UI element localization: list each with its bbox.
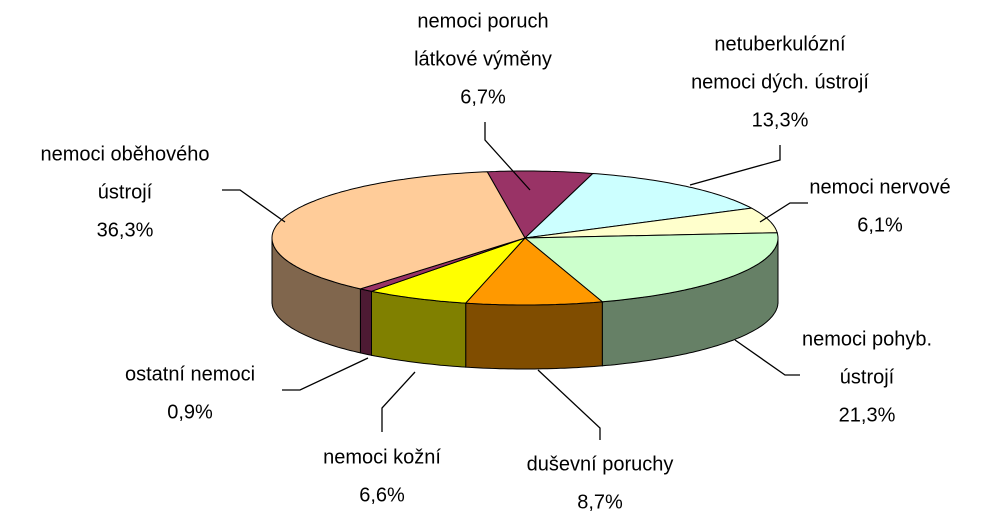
- leader-line: [484, 122, 531, 191]
- slice-label: duševní poruchy: [527, 453, 674, 475]
- leader-line: [381, 371, 416, 432]
- slice-label: nemoci dých. ústrojí: [691, 71, 869, 93]
- value-label: 21,3%: [839, 404, 896, 426]
- slice-label: nemoci pohyb.: [802, 328, 932, 350]
- value-label: 8,7%: [577, 491, 623, 511]
- leader-line: [689, 145, 781, 186]
- pie-side: [465, 301, 603, 370]
- pie-slice: [369, 237, 526, 304]
- leader-line: [734, 339, 800, 376]
- value-label: 13,3%: [752, 109, 809, 131]
- pie-slice: [486, 170, 594, 239]
- slice-label: netuberkulózní: [714, 33, 846, 55]
- slice-label: ústrojí: [98, 181, 153, 203]
- slice-label: ostatní nemoci: [125, 363, 255, 385]
- pie-slice: [523, 232, 779, 303]
- slice-label: látkové výměny: [414, 48, 552, 70]
- leader-line: [222, 189, 286, 223]
- pie-slice: [524, 207, 778, 239]
- pie-side: [371, 290, 467, 368]
- slice-label: nemoci kožní: [323, 446, 441, 468]
- value-label: 6,6%: [359, 484, 405, 506]
- slice-label: nemoci nervové: [809, 176, 950, 198]
- value-label: 36,3%: [97, 219, 154, 241]
- pie-slice: [523, 172, 753, 239]
- slice-label: ústrojí: [840, 366, 895, 388]
- pie-side: [359, 288, 372, 356]
- value-label: 6,1%: [857, 214, 903, 236]
- slice-label: nemoci poruch: [417, 10, 548, 32]
- value-label: 0,9%: [167, 401, 213, 423]
- leader-line: [537, 369, 601, 440]
- slice-label: nemoci oběhového: [40, 143, 209, 165]
- leader-line: [759, 202, 808, 223]
- leader-line: [282, 357, 369, 391]
- value-label: 6,7%: [460, 86, 506, 108]
- pie-slice: [464, 237, 604, 306]
